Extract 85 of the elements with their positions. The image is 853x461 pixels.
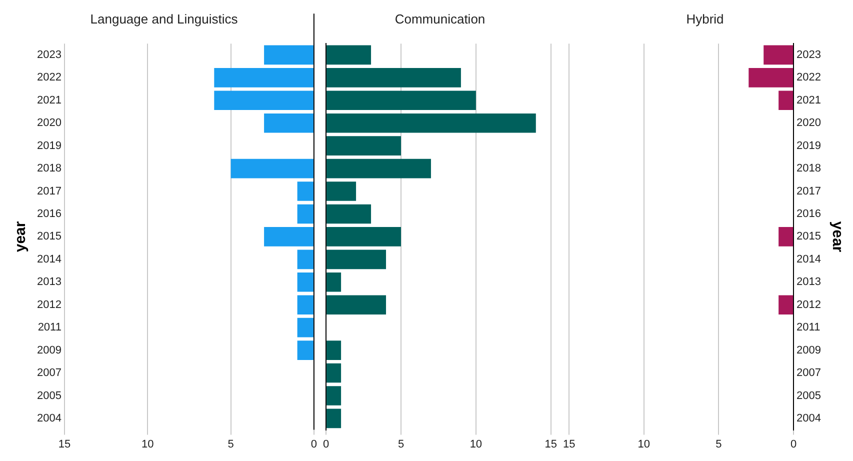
- x-tick-label: 0: [310, 438, 318, 450]
- x-tick-label: 15: [58, 438, 71, 450]
- bar: [297, 204, 314, 224]
- x-tick-label: 0: [790, 438, 797, 450]
- y-tick-label: 2015: [36, 230, 62, 243]
- chart-title: Communication: [394, 11, 486, 26]
- y-tick-label: 2011: [796, 322, 820, 334]
- y-tick-label: 2011: [38, 322, 62, 334]
- y-tick-label: 2023: [796, 48, 822, 61]
- y-tick-label: 2012: [36, 298, 62, 311]
- bar: [214, 90, 314, 110]
- x-tick-label: 5: [228, 438, 234, 450]
- x-tick-label: 15: [544, 438, 558, 450]
- y-tick-label: 2018: [796, 162, 822, 175]
- y-tick-label: 2017: [796, 185, 822, 198]
- y-tick-label: 2015: [796, 230, 822, 243]
- y-tick-label: 2021: [36, 94, 62, 106]
- y-tick-label: 2022: [36, 72, 62, 84]
- y-axis-title: year: [828, 221, 846, 252]
- y-tick-label: 2007: [36, 367, 62, 380]
- y-tick-label: 2018: [36, 162, 62, 175]
- bar: [297, 250, 314, 270]
- y-tick-label: 2019: [36, 140, 62, 152]
- bar: [326, 204, 372, 224]
- y-tick-label: 2004: [36, 412, 62, 424]
- y-tick-label: 2013: [36, 276, 62, 288]
- bar: [326, 136, 401, 156]
- x-tick-label: 10: [142, 438, 154, 450]
- chart-title: Language and Linguistics: [90, 11, 238, 26]
- y-tick-label: 2016: [36, 208, 62, 220]
- bar: [326, 340, 342, 360]
- bar: [297, 272, 314, 292]
- bar: [297, 182, 314, 201]
- x-tick-label: 5: [716, 438, 722, 450]
- bar: [778, 90, 794, 110]
- y-tick-label: 2017: [36, 185, 62, 198]
- y-tick-label: 2023: [36, 48, 62, 61]
- y-tick-label: 2022: [796, 72, 822, 84]
- bar: [748, 68, 794, 88]
- bar: [326, 295, 386, 315]
- bar: [230, 158, 314, 178]
- bar: [214, 68, 314, 88]
- bar: [778, 295, 794, 315]
- y-tick-label: 2021: [796, 94, 822, 106]
- bar: [778, 227, 794, 246]
- bar: [326, 408, 342, 428]
- bar: [264, 227, 314, 246]
- bar: [764, 45, 794, 65]
- bar: [326, 386, 342, 406]
- bar: [326, 158, 431, 178]
- y-tick-label: 2005: [36, 390, 62, 402]
- y-tick-label: 2009: [796, 344, 822, 356]
- bar: [326, 182, 356, 201]
- y-tick-label: 2007: [796, 367, 822, 380]
- y-axis-title: year: [12, 221, 30, 252]
- bar: [297, 318, 314, 338]
- bar: [326, 45, 372, 65]
- x-tick-label: 10: [638, 438, 650, 450]
- y-tick-label: 2013: [796, 276, 822, 288]
- bar: [326, 363, 342, 383]
- bar: [326, 68, 461, 88]
- x-tick-label: 15: [562, 438, 576, 450]
- bar: [297, 340, 314, 360]
- bar: [326, 113, 536, 133]
- chart-title: Hybrid: [686, 11, 724, 26]
- bar: [326, 227, 401, 246]
- y-tick-label: 2004: [796, 412, 822, 424]
- x-tick-label: 10: [470, 438, 482, 450]
- bar: [326, 250, 386, 270]
- bar: [297, 295, 314, 315]
- y-tick-label: 2016: [796, 208, 822, 220]
- x-tick-label: 5: [398, 438, 404, 450]
- x-tick-label: 0: [322, 438, 330, 450]
- y-tick-label: 2014: [796, 253, 822, 266]
- bar: [264, 45, 314, 65]
- y-tick-label: 2020: [796, 117, 822, 130]
- y-tick-label: 2005: [796, 390, 822, 402]
- y-tick-label: 2012: [796, 298, 822, 311]
- bar: [326, 272, 342, 292]
- y-tick-label: 2020: [36, 117, 62, 130]
- bar: [264, 113, 314, 133]
- y-tick-label: 2009: [36, 344, 62, 356]
- y-tick-label: 2019: [796, 140, 822, 152]
- bar: [326, 90, 476, 110]
- y-tick-label: 2014: [36, 253, 62, 266]
